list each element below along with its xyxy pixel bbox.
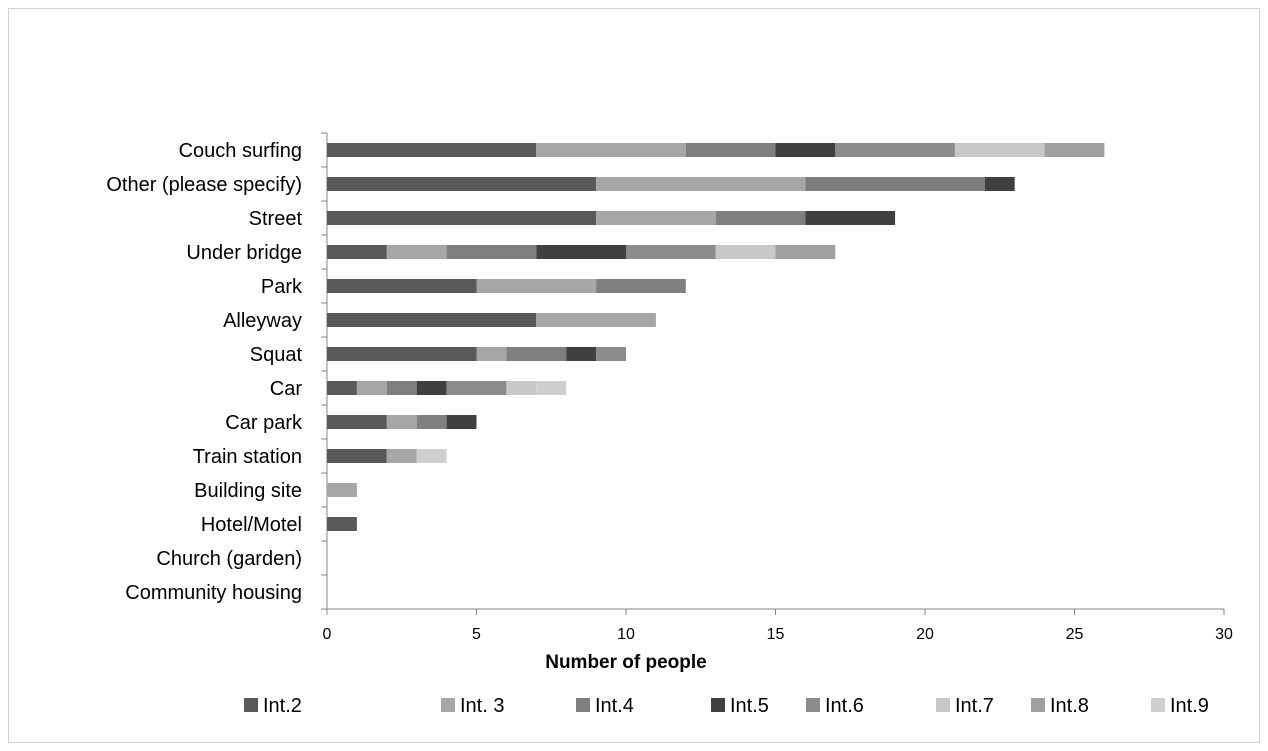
legend-label: Int. 3	[460, 695, 504, 717]
bar-segment	[327, 313, 537, 327]
bar-segment	[715, 211, 806, 225]
bar-segment	[536, 245, 626, 259]
x-tick-label: 5	[472, 626, 481, 643]
bar-segment	[386, 381, 417, 395]
legend-label: Int.7	[955, 695, 994, 717]
bar-segment	[327, 483, 357, 497]
bar-segment	[416, 415, 447, 429]
bar-segment	[327, 279, 477, 293]
category-label: Alleyway	[223, 310, 302, 332]
bar-segment	[775, 245, 836, 259]
bar-segment	[596, 347, 626, 361]
bar-segment	[356, 381, 387, 395]
legend-swatch	[936, 698, 950, 712]
category-label: Church (garden)	[156, 548, 302, 570]
bar-segment	[835, 143, 955, 157]
x-tick-label: 25	[1066, 626, 1084, 643]
x-axis-title: Number of people	[545, 652, 707, 673]
category-label: Hotel/Motel	[201, 514, 302, 536]
bar-segment	[327, 143, 537, 157]
legend-swatch	[576, 698, 590, 712]
legend-label: Int.8	[1050, 695, 1089, 717]
x-tick-label: 0	[323, 626, 332, 643]
bar-segment	[476, 279, 597, 293]
bar-segment	[416, 449, 447, 463]
bar-segment	[416, 381, 447, 395]
bar-segment	[327, 381, 357, 395]
category-label: Squat	[250, 344, 303, 366]
legend-label: Int.9	[1170, 695, 1209, 717]
legend-swatch	[1151, 698, 1165, 712]
category-label: Car	[270, 378, 303, 400]
x-tick-labels: 0 5 10 15 20 25 30	[323, 626, 1233, 643]
bar-segment	[386, 415, 417, 429]
bar-segment	[596, 279, 686, 293]
category-label: Couch surfing	[179, 140, 302, 162]
axes	[321, 132, 1225, 615]
bar-segment	[954, 143, 1045, 157]
chart-frame	[8, 8, 1260, 743]
legend-swatch	[244, 698, 258, 712]
legend: Int.2 Int. 3 Int.4 Int.5 Int.6 Int.7 Int.8 Int.…	[244, 695, 1209, 717]
x-tick-label: 15	[767, 626, 785, 643]
legend-swatch	[711, 698, 725, 712]
bar-segment	[327, 517, 357, 531]
x-tick-label: 20	[916, 626, 934, 643]
legend-label: Int.4	[595, 695, 634, 717]
bar-segment	[984, 177, 1015, 191]
bar-segment	[536, 143, 686, 157]
bar-segment	[327, 449, 387, 463]
bar-segment	[446, 415, 477, 429]
bar-segment	[386, 449, 417, 463]
legend-swatch	[806, 698, 820, 712]
bar-segment	[327, 177, 597, 191]
x-tick-label: 10	[617, 626, 635, 643]
bar-segment	[566, 347, 597, 361]
legend-label: Int.6	[825, 695, 864, 717]
bar-segment	[386, 245, 447, 259]
bars	[327, 143, 1105, 531]
bar-segment	[327, 211, 597, 225]
category-label: Community housing	[125, 582, 302, 604]
bar-segment	[536, 313, 656, 327]
category-label: Car park	[225, 412, 303, 434]
category-label: Other (please specify)	[106, 174, 302, 196]
x-tick-label: 30	[1215, 626, 1233, 643]
bar-segment	[506, 347, 567, 361]
bar-segment	[446, 245, 537, 259]
category-label: Building site	[194, 480, 302, 502]
bar-segment	[596, 177, 806, 191]
bar-segment	[626, 245, 716, 259]
category-label: Train station	[193, 446, 302, 468]
legend-label: Int.5	[730, 695, 769, 717]
legend-label: Int.2	[263, 695, 302, 717]
bar-segment	[805, 211, 896, 225]
bar-segment	[536, 381, 567, 395]
bar-segment	[685, 143, 776, 157]
bar-segment	[446, 381, 507, 395]
bar-segment	[775, 143, 836, 157]
bar-segment	[476, 347, 507, 361]
bar-segment	[327, 347, 477, 361]
legend-swatch	[1031, 698, 1045, 712]
category-label: Street	[249, 208, 303, 230]
bar-segment	[327, 245, 387, 259]
bar-segment	[506, 381, 537, 395]
bar-segment	[327, 415, 387, 429]
bar-segment	[805, 177, 985, 191]
category-labels: Couch surfing Other (please specify) Stree…	[106, 140, 303, 604]
bar-segment	[715, 245, 776, 259]
bar-segment	[1044, 143, 1105, 157]
category-label: Under bridge	[186, 242, 302, 264]
legend-swatch	[441, 698, 455, 712]
bar-segment	[596, 211, 716, 225]
category-label: Park	[261, 276, 303, 298]
